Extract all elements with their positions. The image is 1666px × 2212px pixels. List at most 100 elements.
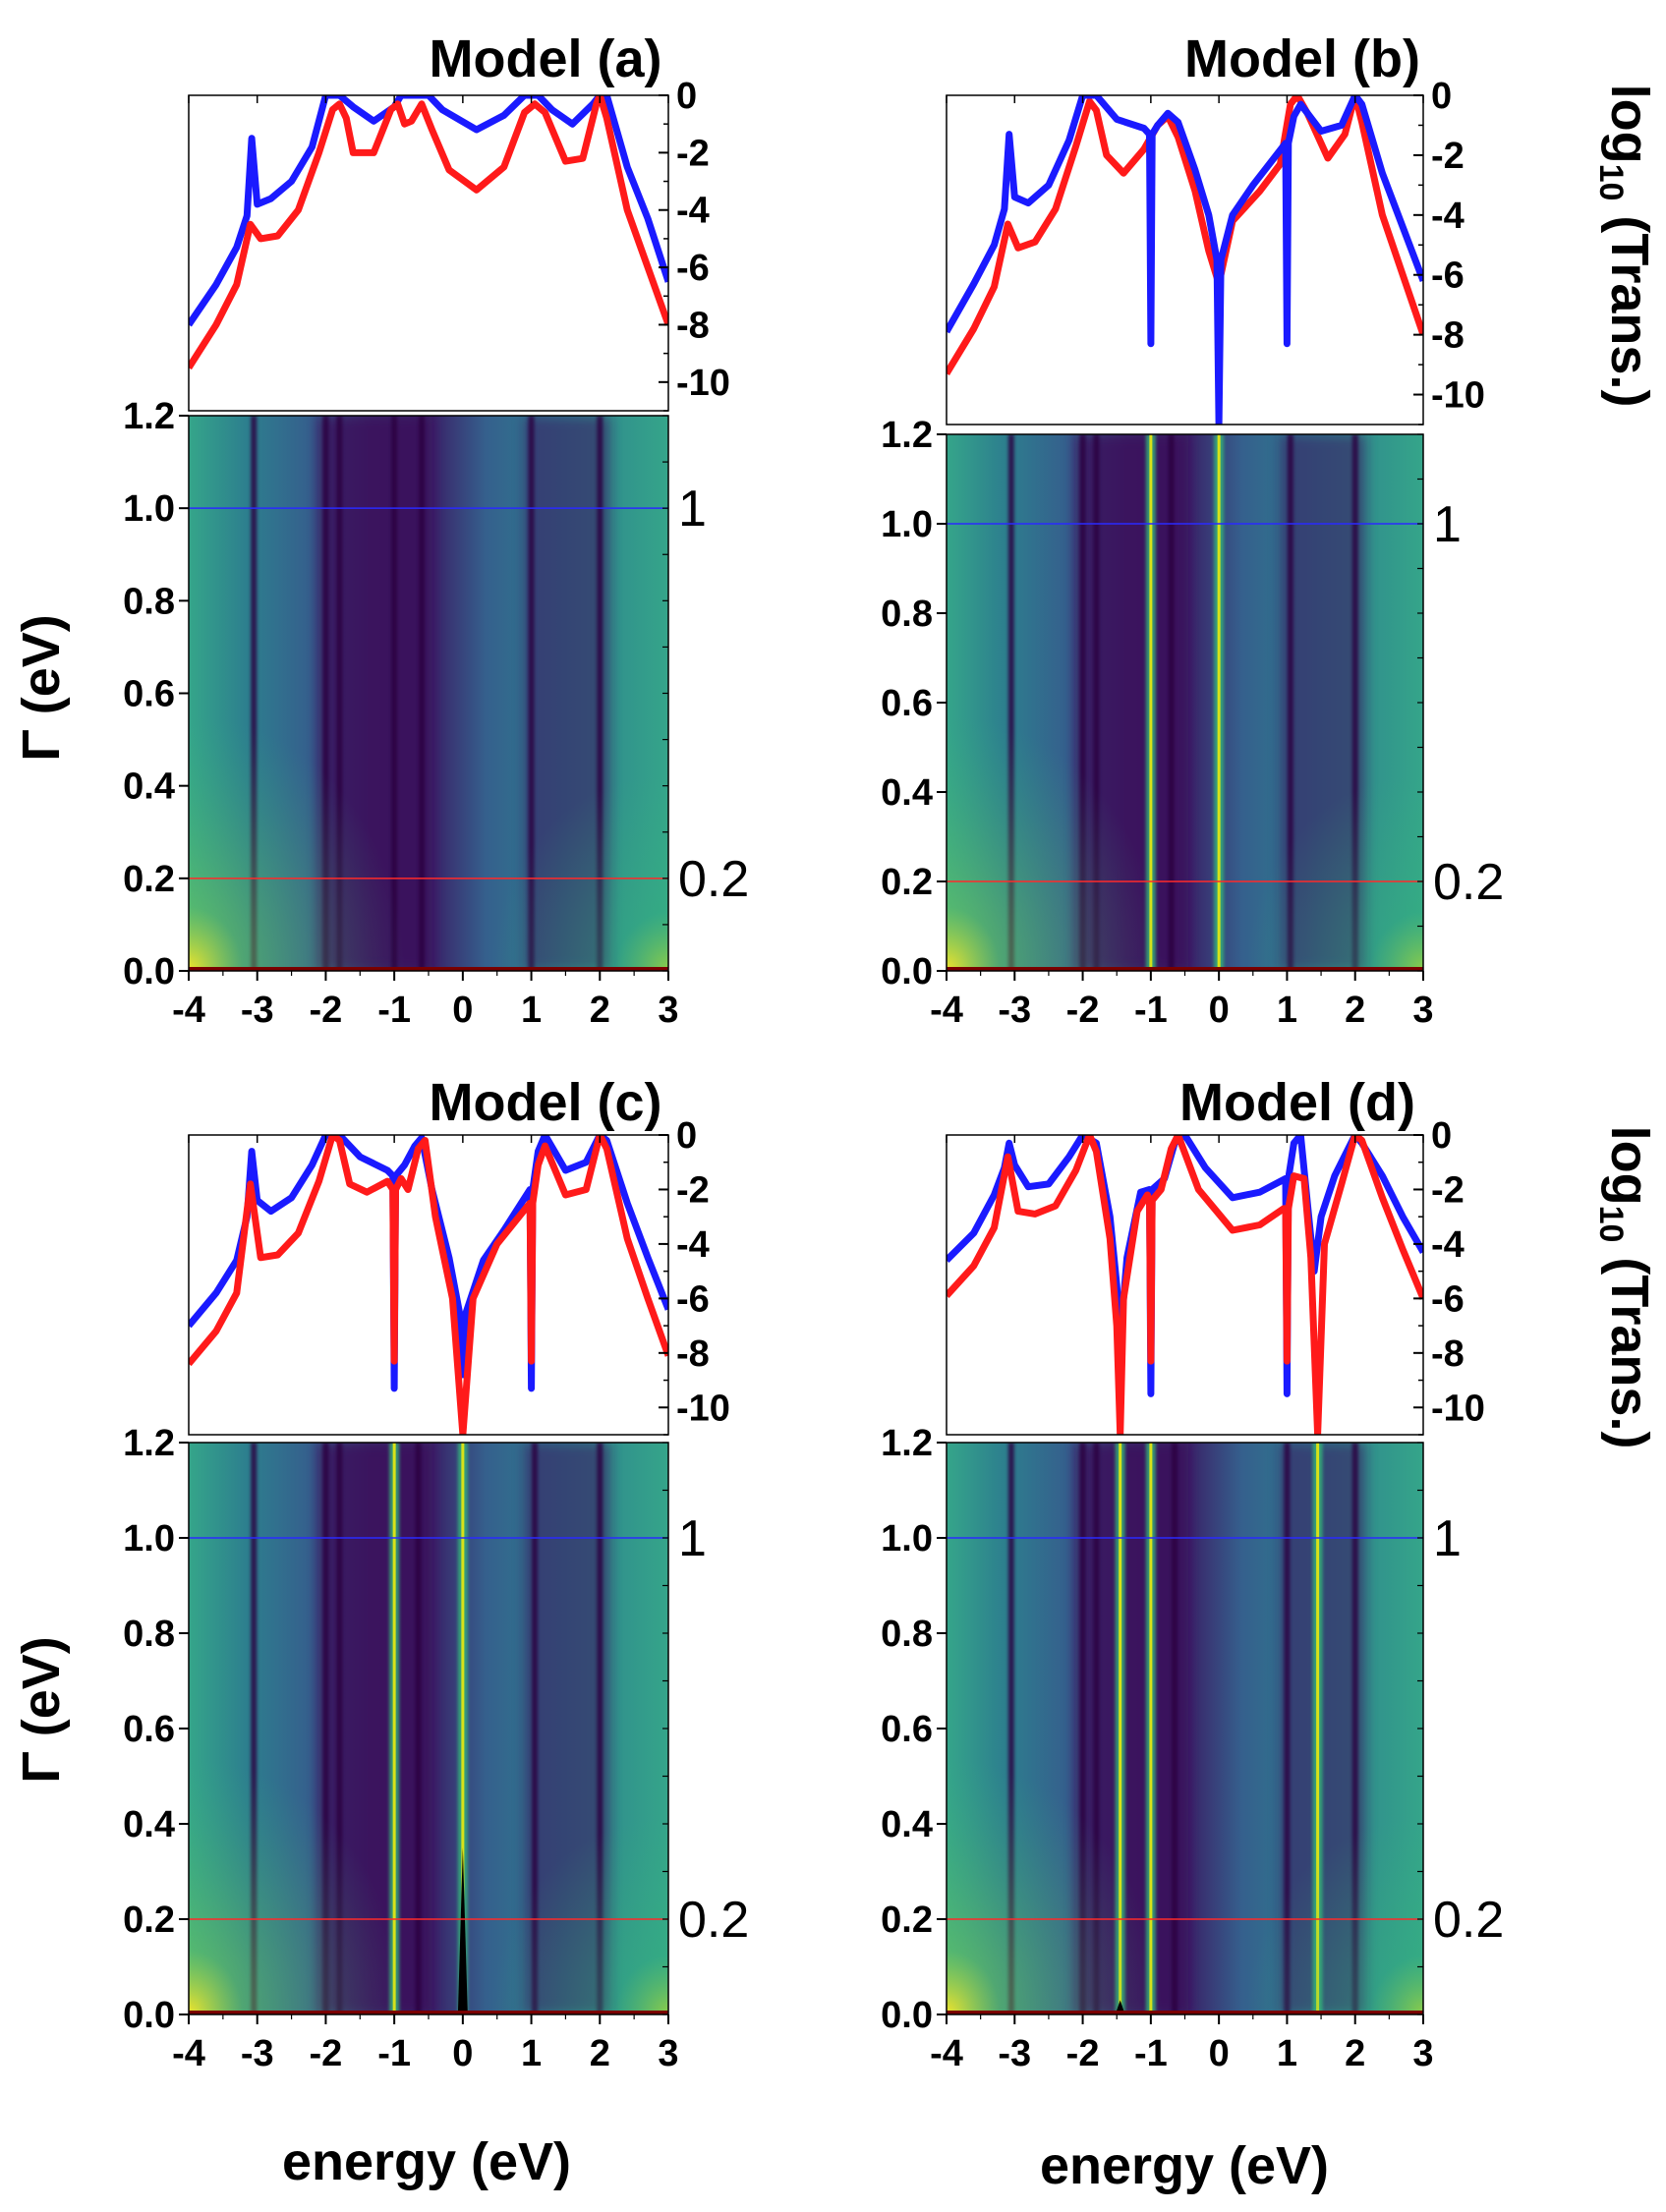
trans-ytick-label: -6: [1431, 255, 1465, 297]
gamma-cut-label: 0.2: [1433, 1892, 1504, 1949]
gamma-map-dark-line: [1284, 1443, 1291, 2014]
transmission-frame: [188, 94, 669, 412]
gamma-ytick-label: 1.2: [881, 415, 933, 456]
trans-ytick-label: -2: [1431, 136, 1465, 177]
energy-xtick-label: 3: [658, 990, 678, 1031]
energy-xtick-label: 1: [1277, 990, 1297, 1031]
trans-ytick-label: -10: [676, 1388, 730, 1429]
gamma-ytick-label: 1.2: [881, 1423, 933, 1464]
trans-ytick-label: -8: [1431, 1333, 1465, 1375]
trans-ytick-label: 0: [1431, 76, 1452, 117]
trans-ytick-label: -2: [676, 1169, 710, 1211]
trans-ytick-label: -8: [676, 1333, 710, 1375]
energy-xtick-label: 3: [1412, 2033, 1433, 2074]
trans-ytick-label: -6: [676, 1278, 710, 1320]
gamma-cut-label: 1: [678, 1510, 707, 1567]
gamma-map-dark-line: [1093, 1443, 1100, 2014]
gamma-map-bright-line: [1119, 1443, 1122, 2014]
transmission-frame: [188, 1134, 669, 1436]
gamma-axis-label-bottom: Γ (eV): [12, 1636, 71, 1783]
energy-xtick-label: 2: [590, 990, 610, 1031]
gamma-map-dark-line: [322, 1443, 329, 2014]
energy-xtick-label: -3: [241, 2033, 274, 2074]
gamma-map-baseline: [947, 967, 1423, 971]
gamma-map-dark-line: [1287, 434, 1293, 971]
trans-ytick-label: 0: [676, 1115, 697, 1157]
energy-xtick-label: 1: [1277, 2033, 1297, 2074]
gamma-map-dark-line: [1079, 1443, 1086, 2014]
trans-label-rest: (Trans.): [1600, 1242, 1659, 1448]
gamma-map-bright-line: [1316, 1443, 1320, 2014]
trans-label-rest: (Trans.): [1600, 200, 1659, 407]
gamma-ytick-label: 0.6: [881, 1709, 933, 1750]
gamma-map-dark-line: [322, 416, 329, 971]
energy-xtick-label: 2: [1345, 2033, 1365, 2074]
trans-ytick-label: -8: [676, 305, 710, 346]
energy-xtick-label: -1: [1134, 990, 1168, 1031]
energy-xtick-label: -1: [377, 2033, 411, 2074]
energy-xtick-label: 1: [521, 990, 542, 1031]
trans-ytick-label: -6: [676, 248, 710, 289]
gamma-axis-label-top: Γ (eV): [12, 614, 71, 761]
energy-xtick-label: -2: [1066, 990, 1100, 1031]
gamma-map-baseline: [189, 967, 668, 971]
trans-ytick-label: -8: [1431, 315, 1465, 357]
panel-title: Model (d): [1179, 1073, 1415, 1132]
gamma-map-corner-glow: [491, 774, 668, 971]
gamma-ytick-label: 0.2: [881, 862, 933, 903]
gamma-cut-label: 1: [1433, 1510, 1462, 1567]
energy-xtick-label: 3: [1412, 990, 1433, 1031]
energy-xtick-label: -3: [998, 2033, 1031, 2074]
gamma-map-dark-line: [251, 416, 258, 971]
trans-ytick-label: -4: [1431, 196, 1465, 237]
transmission-frame: [946, 1134, 1424, 1436]
trans-ytick-label: -10: [1431, 375, 1485, 417]
trans-ytick-label: -4: [676, 1224, 710, 1266]
gamma-map-dark-line: [1351, 434, 1358, 971]
gamma-map-corner-glow: [491, 1818, 668, 2014]
gamma-map-dark-line: [415, 1443, 422, 2014]
gamma-map-dark-line: [1007, 1443, 1014, 2014]
gamma-map-dark-line: [1168, 434, 1175, 971]
gamma-ytick-label: 0.8: [123, 581, 175, 622]
trans-ytick-label: -10: [1431, 1388, 1485, 1429]
gamma-cut-label: 1: [1433, 496, 1462, 553]
energy-xtick-label: 0: [452, 2033, 473, 2074]
gamma-ytick-label: 1.2: [123, 396, 175, 437]
gamma-ytick-label: 0.2: [123, 859, 175, 900]
gamma-ytick-label: 0.4: [123, 766, 175, 808]
gamma-map: [947, 1443, 1423, 2014]
gamma-ytick-label: 0.8: [881, 1614, 933, 1655]
gamma-ytick-label: 0.6: [123, 1709, 175, 1750]
gamma-map: [947, 434, 1423, 971]
gamma-map-corner-glow: [947, 1759, 1163, 2014]
trans-label-sub: 10: [1592, 164, 1630, 201]
gamma-map-baseline: [947, 2011, 1423, 2014]
transmission-line-blue: [947, 1135, 1423, 1397]
gamma-map-dark-line: [336, 1443, 343, 2014]
energy-xtick-label: -4: [930, 990, 963, 1031]
gamma-map-dark-line: [1351, 1443, 1358, 2014]
gamma-ytick-label: 0.6: [881, 683, 933, 724]
energy-xtick-label: -3: [241, 990, 274, 1031]
gamma-ytick-label: 1.2: [123, 1423, 175, 1464]
energy-xtick-label: -2: [1066, 2033, 1100, 2074]
gamma-ytick-label: 0.4: [881, 1804, 933, 1845]
gamma-ytick-label: 0.4: [881, 772, 933, 814]
gamma-map-bright-line: [1217, 434, 1221, 971]
gamma-map-dark-line: [1093, 434, 1100, 971]
gamma-cut-label: 1: [678, 481, 707, 538]
gamma-map-dark-line: [336, 416, 343, 971]
panel-title: Model (a): [430, 29, 662, 88]
trans-ytick-label: 0: [676, 76, 697, 117]
gamma-map-dark-line: [1007, 434, 1014, 971]
energy-xtick-label: 2: [1345, 990, 1365, 1031]
gamma-map-dark-line: [597, 1443, 603, 2014]
energy-xtick-label: -1: [377, 990, 411, 1031]
transmission-line-blue: [947, 95, 1423, 425]
panel-title: Model (c): [430, 1073, 662, 1132]
trans-ytick-label: -6: [1431, 1278, 1465, 1320]
gamma-cut-label: 0.2: [678, 1892, 749, 1949]
gamma-ytick-label: 0.0: [881, 1995, 933, 2036]
gamma-map-dark-line: [1079, 434, 1086, 971]
